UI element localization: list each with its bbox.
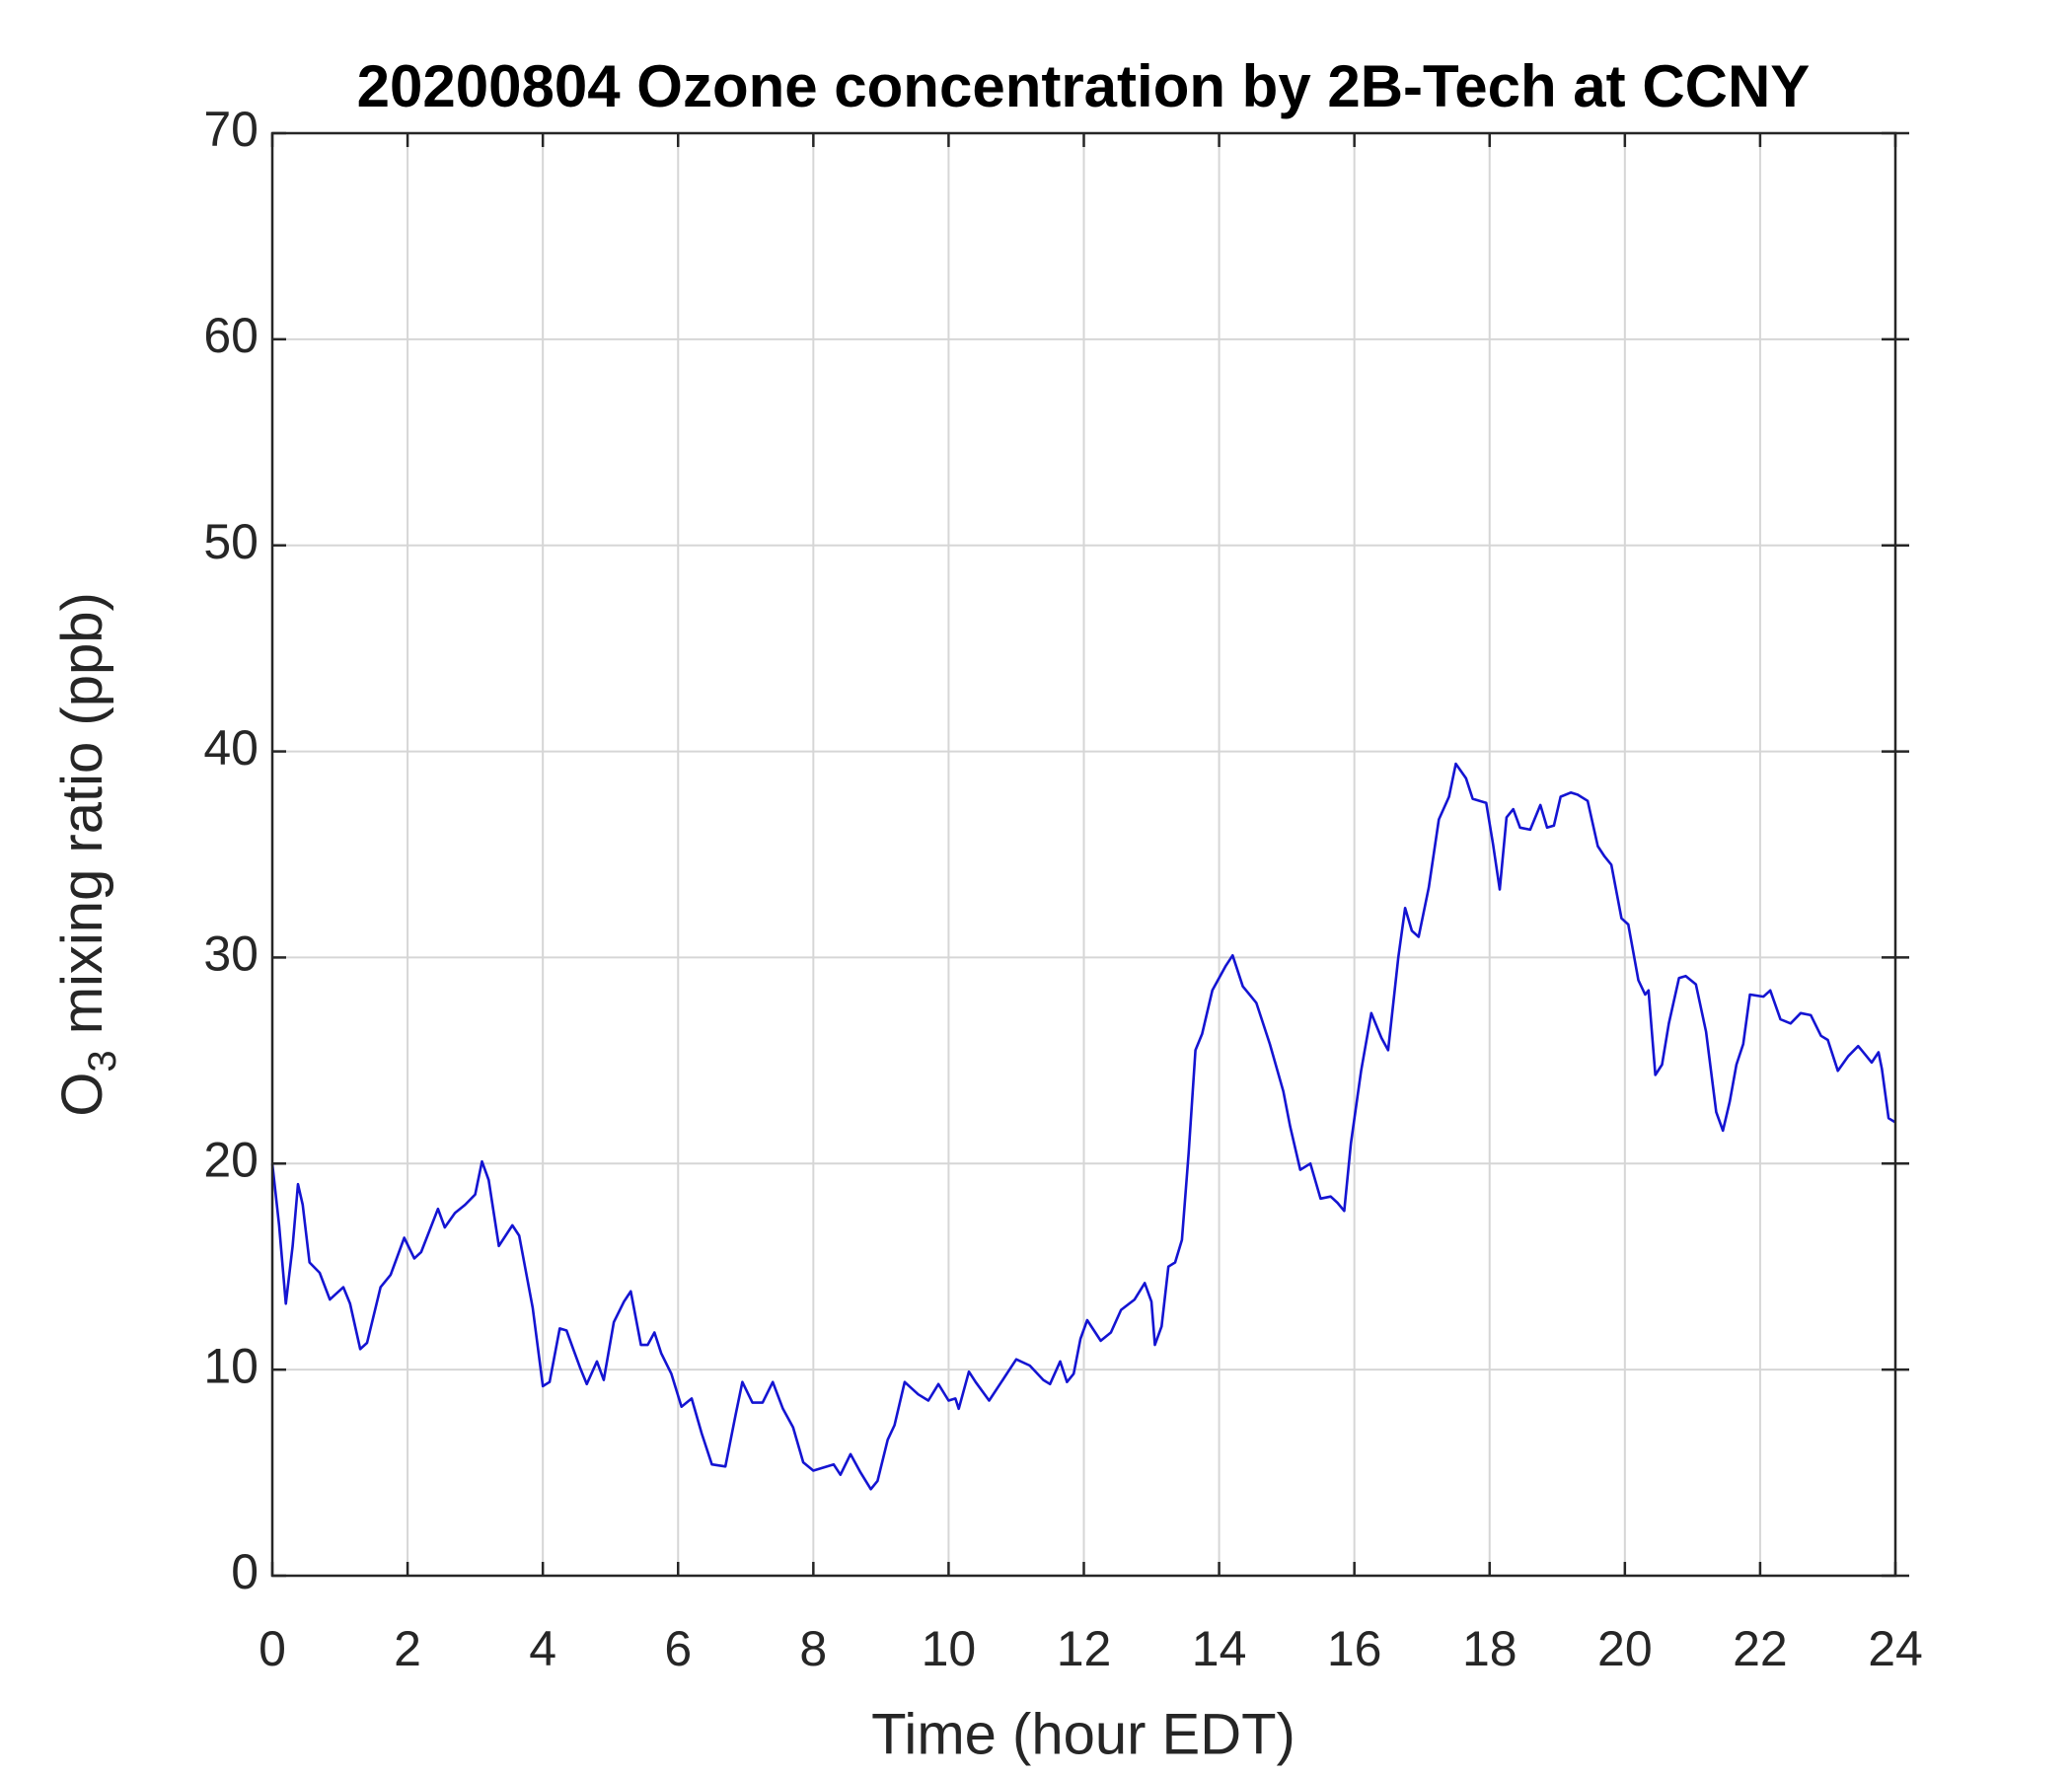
x-tick-label: 10 <box>922 1621 977 1676</box>
x-tick-label: 8 <box>799 1621 827 1676</box>
y-tick-label: 0 <box>231 1544 259 1599</box>
x-tick-label: 24 <box>1868 1621 1923 1676</box>
y-tick-label: 60 <box>203 308 259 363</box>
x-tick-label: 14 <box>1192 1621 1247 1676</box>
y-tick-label: 30 <box>203 926 259 982</box>
y-label-sub: 3 <box>81 1050 124 1072</box>
x-tick-label: 22 <box>1733 1621 1788 1676</box>
chart-title: 20200804 Ozone concentration by 2B-Tech … <box>357 53 1811 119</box>
x-tick-label: 6 <box>664 1621 692 1676</box>
x-tick-label: 4 <box>529 1621 556 1676</box>
data-line <box>270 762 1896 1491</box>
x-axis-label: Time (hour EDT) <box>871 1702 1295 1766</box>
y-label-rest: mixing ratio (ppb) <box>50 592 114 1050</box>
x-tick-label: 0 <box>259 1621 286 1676</box>
grid <box>271 132 1896 1577</box>
y-tick-label: 20 <box>203 1132 259 1187</box>
y-axis-label: O3 mixing ratio (ppb) <box>50 592 123 1117</box>
x-tick-label: 20 <box>1597 1621 1653 1676</box>
y-tick-label: 70 <box>203 102 259 157</box>
y-label-main: O <box>50 1073 114 1117</box>
y-tick-label: 40 <box>203 720 259 776</box>
x-tick-label: 12 <box>1057 1621 1112 1676</box>
x-tick-label: 18 <box>1462 1621 1517 1676</box>
x-tick-label: 2 <box>394 1621 421 1676</box>
y-tick-label: 10 <box>203 1338 259 1393</box>
plot-area <box>270 762 1896 1491</box>
x-tick-label: 16 <box>1327 1621 1382 1676</box>
y-tick-label: 50 <box>203 514 259 569</box>
